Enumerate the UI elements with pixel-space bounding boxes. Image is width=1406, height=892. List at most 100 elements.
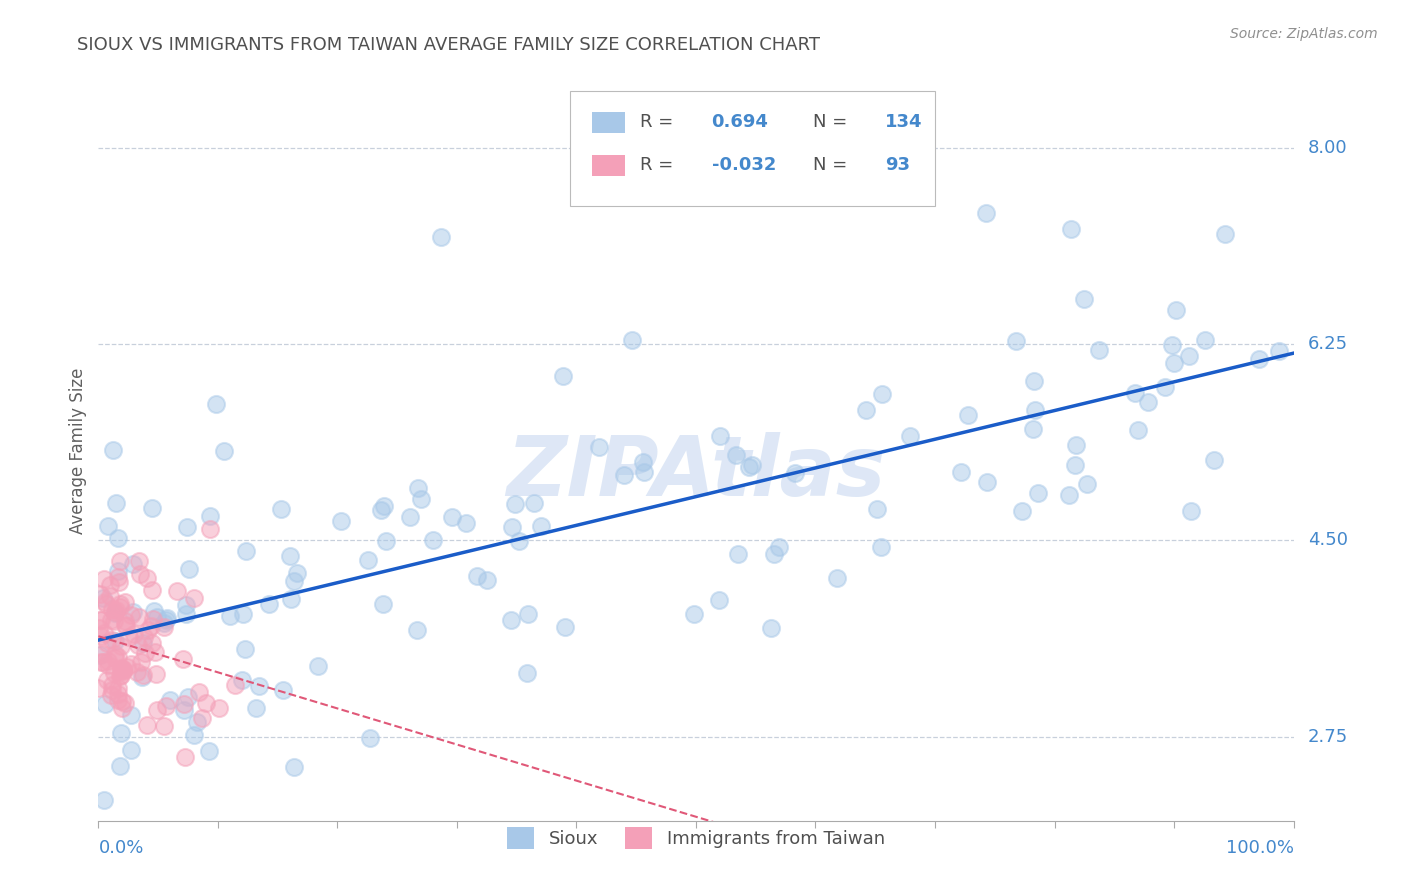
Point <box>176 520 198 534</box>
Point <box>141 636 163 650</box>
Point <box>1026 486 1049 500</box>
Point <box>727 547 749 561</box>
Point <box>283 574 305 589</box>
Point <box>1073 293 1095 307</box>
Point <box>186 714 208 729</box>
Point <box>125 665 148 680</box>
Point <box>235 642 257 657</box>
Point <box>120 608 142 623</box>
Text: ZIPAtlas: ZIPAtlas <box>506 432 886 513</box>
Point <box>96 673 118 688</box>
Y-axis label: Average Family Size: Average Family Size <box>69 368 87 533</box>
Point <box>132 667 155 681</box>
Point <box>166 584 188 599</box>
Point <box>110 639 132 653</box>
Point <box>115 619 138 633</box>
Point <box>94 597 117 611</box>
Point <box>330 514 353 528</box>
Point <box>205 397 228 411</box>
Point <box>141 582 163 597</box>
Point <box>440 510 463 524</box>
Point <box>145 610 167 624</box>
Point <box>104 605 127 619</box>
Point <box>183 728 205 742</box>
Point <box>153 616 176 631</box>
Point <box>108 597 131 611</box>
Point <box>280 591 302 606</box>
Point <box>141 500 163 515</box>
Point <box>633 465 655 479</box>
Point <box>90 613 112 627</box>
Point <box>866 502 889 516</box>
Point <box>110 662 132 676</box>
Point <box>91 591 114 605</box>
Legend: Sioux, Immigrants from Taiwan: Sioux, Immigrants from Taiwan <box>501 820 891 856</box>
Point <box>96 636 118 650</box>
Point <box>187 685 209 699</box>
FancyBboxPatch shape <box>571 91 935 206</box>
Point <box>503 497 526 511</box>
Point <box>357 553 380 567</box>
Point <box>128 554 150 568</box>
Point <box>110 667 132 681</box>
Point <box>120 657 142 672</box>
Point <box>1160 338 1182 352</box>
Point <box>132 630 155 644</box>
Point <box>146 703 169 717</box>
Point <box>145 667 167 681</box>
Point <box>98 589 121 603</box>
Point <box>1126 423 1149 437</box>
Point <box>1022 374 1045 388</box>
Point <box>1180 504 1202 518</box>
Point <box>1164 303 1187 318</box>
Point <box>111 663 134 677</box>
Point <box>177 562 200 576</box>
Point <box>114 615 136 629</box>
Point <box>1136 394 1159 409</box>
Point <box>155 699 177 714</box>
Point <box>456 516 478 530</box>
Point <box>197 744 219 758</box>
Point <box>1194 334 1216 348</box>
Point <box>825 571 848 585</box>
Point <box>104 607 127 621</box>
Point <box>107 531 129 545</box>
Point <box>111 693 134 707</box>
Point <box>136 571 159 585</box>
Point <box>108 669 131 683</box>
Point <box>855 403 877 417</box>
Point <box>763 548 786 562</box>
Point <box>785 466 807 480</box>
Point <box>108 574 131 589</box>
Point <box>93 793 115 807</box>
Point <box>142 612 165 626</box>
Point <box>107 570 129 584</box>
Point <box>101 632 124 647</box>
Bar <box>592 112 626 133</box>
Point <box>870 387 893 401</box>
Point <box>247 679 270 693</box>
Point <box>399 509 422 524</box>
Point <box>501 613 523 627</box>
Point <box>1177 349 1199 363</box>
Point <box>104 634 127 648</box>
Point <box>89 613 111 627</box>
Point <box>107 687 129 701</box>
Text: 134: 134 <box>884 113 922 131</box>
Point <box>108 600 131 615</box>
Point <box>898 428 921 442</box>
Point <box>194 696 217 710</box>
Point <box>87 681 110 695</box>
Point <box>683 607 706 621</box>
Point <box>156 611 179 625</box>
Point <box>530 518 553 533</box>
Point <box>174 607 197 622</box>
Point <box>1076 477 1098 491</box>
Point <box>724 449 747 463</box>
Point <box>307 659 329 673</box>
Point <box>1247 352 1270 367</box>
Point <box>631 455 654 469</box>
Point <box>159 693 181 707</box>
Point <box>97 654 120 668</box>
Point <box>90 629 112 643</box>
